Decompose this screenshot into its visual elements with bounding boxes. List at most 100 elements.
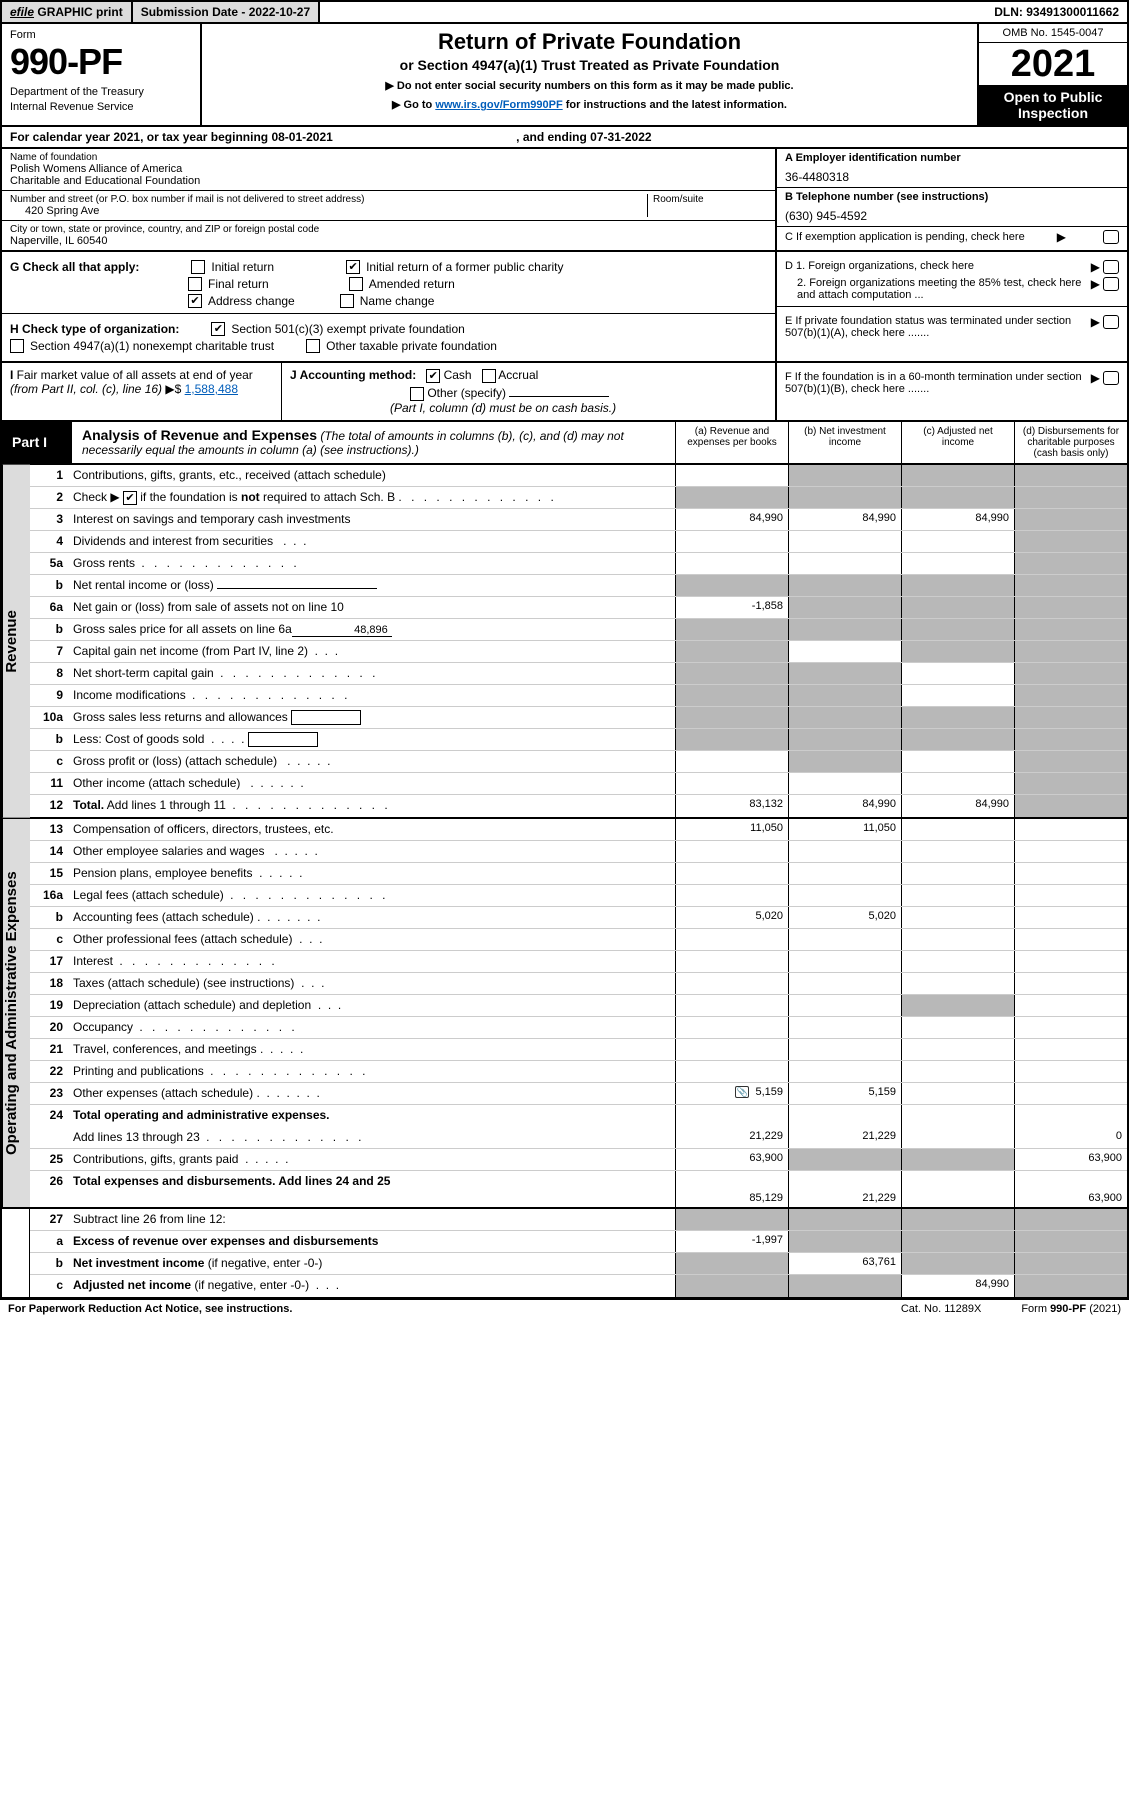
submission-date: Submission Date - 2022-10-27: [133, 2, 320, 22]
form-label: Form: [10, 29, 192, 41]
arrow-icon: ▶: [1091, 315, 1100, 329]
amended-return-cb[interactable]: [349, 277, 363, 291]
final-return-cb[interactable]: [188, 277, 202, 291]
header-right: OMB No. 1545-0047 2021 Open to Public In…: [977, 24, 1127, 125]
initial-former-cb[interactable]: [346, 260, 360, 274]
arrow-icon: ▶: [1091, 371, 1100, 385]
attachment-icon[interactable]: 📎: [735, 1086, 749, 1098]
foundation-name2: Charitable and Educational Foundation: [10, 175, 767, 187]
phone-label: B Telephone number (see instructions): [785, 191, 1119, 203]
name-label: Name of foundation: [10, 152, 767, 163]
d1-checkbox[interactable]: [1103, 260, 1119, 274]
part1-header: Part I Analysis of Revenue and Expenses …: [0, 422, 1129, 465]
d1-row: D 1. Foreign organizations, check here ▶: [785, 260, 1119, 274]
top-bar: efile GRAPHIC print Submission Date - 20…: [0, 0, 1129, 24]
part1-label: Part I: [2, 422, 72, 463]
form-url-link[interactable]: www.irs.gov/Form990PF: [435, 99, 562, 111]
arrow-icon: ▶: [1091, 260, 1100, 274]
entity-left: Name of foundation Polish Womens Allianc…: [2, 149, 777, 250]
room-label: Room/suite: [653, 194, 767, 205]
revenue-side-label: Revenue: [2, 465, 30, 818]
ssn-note: ▶ Do not enter social security numbers o…: [207, 79, 972, 92]
ein-label: A Employer identification number: [785, 152, 1119, 164]
form-ref: Form 990-PF (2021): [1021, 1303, 1121, 1315]
g-label: G Check all that apply:: [10, 260, 139, 274]
name-block: Name of foundation Polish Womens Allianc…: [2, 149, 775, 191]
ein-value: 36-4480318: [785, 170, 1119, 184]
addr-block: Number and street (or P.O. box number if…: [2, 191, 775, 221]
street-address: 420 Spring Ave: [10, 205, 647, 217]
g-d-row: G Check all that apply: Initial return I…: [0, 252, 1129, 363]
phone-value: (630) 945-4592: [785, 209, 1119, 223]
f-block: F If the foundation is in a 60-month ter…: [777, 363, 1127, 420]
efile-label: efile GRAPHIC print: [2, 2, 133, 22]
tax-year: 2021: [979, 43, 1127, 85]
form-number: 990-PF: [10, 41, 192, 83]
j-accounting-block: J Accounting method: Cash Accrual Other …: [282, 363, 777, 420]
addr-label: Number and street (or P.O. box number if…: [10, 194, 647, 205]
i-j-f-row: I Fair market value of all assets at end…: [0, 363, 1129, 422]
name-change-cb[interactable]: [340, 294, 354, 308]
omb-number: OMB No. 1545-0047: [979, 24, 1127, 43]
c-label: C If exemption application is pending, c…: [785, 231, 1025, 243]
c-checkbox[interactable]: [1103, 230, 1119, 244]
sec4947-cb[interactable]: [10, 339, 24, 353]
schb-checkbox[interactable]: [123, 491, 137, 505]
j-note: (Part I, column (d) must be on cash basi…: [290, 401, 767, 415]
phone-block: B Telephone number (see instructions) (6…: [777, 188, 1127, 227]
col-c-head: (c) Adjusted net income: [901, 422, 1014, 463]
d-e-section: D 1. Foreign organizations, check here ▶…: [777, 252, 1127, 361]
part1-desc: Analysis of Revenue and Expenses (The to…: [72, 422, 675, 463]
accrual-cb[interactable]: [482, 369, 496, 383]
c-exempt-block: C If exemption application is pending, c…: [777, 227, 1127, 247]
cash-cb[interactable]: [426, 369, 440, 383]
fmv-value: 1,588,488: [185, 382, 238, 396]
initial-return-cb[interactable]: [191, 260, 205, 274]
col-d-head: (d) Disbursements for charitable purpose…: [1014, 422, 1127, 463]
j-label: J Accounting method:: [290, 368, 416, 382]
arrow-icon: ▶: [1091, 277, 1100, 291]
h-label: H Check type of organization:: [10, 322, 179, 336]
col-a-head: (a) Revenue and expenses per books: [675, 422, 788, 463]
i-fmv-block: I Fair market value of all assets at end…: [2, 363, 282, 420]
d2-checkbox[interactable]: [1103, 277, 1119, 291]
pra-notice: For Paperwork Reduction Act Notice, see …: [8, 1303, 292, 1315]
form-header: Form 990-PF Department of the Treasury I…: [0, 24, 1129, 127]
city-label: City or town, state or province, country…: [10, 224, 767, 235]
expenses-table: Operating and Administrative Expenses 13…: [0, 819, 1129, 1209]
address-change-cb[interactable]: [188, 294, 202, 308]
col-b-head: (b) Net investment income: [788, 422, 901, 463]
g-section: G Check all that apply: Initial return I…: [2, 252, 777, 361]
page-footer: For Paperwork Reduction Act Notice, see …: [0, 1299, 1129, 1318]
city-state-zip: Naperville, IL 60540: [10, 235, 767, 247]
form-subtitle: or Section 4947(a)(1) Trust Treated as P…: [207, 57, 972, 73]
calendar-year-row: For calendar year 2021, or tax year begi…: [0, 127, 1129, 149]
entity-row: Name of foundation Polish Womens Allianc…: [0, 149, 1129, 252]
header-left: Form 990-PF Department of the Treasury I…: [2, 24, 202, 125]
foundation-name1: Polish Womens Alliance of America: [10, 163, 767, 175]
irs-label: Internal Revenue Service: [10, 101, 192, 113]
expenses-side-label: Operating and Administrative Expenses: [2, 819, 30, 1207]
cat-no: Cat. No. 11289X: [901, 1303, 982, 1315]
other-cb[interactable]: [410, 387, 424, 401]
dln: DLN: 93491300011662: [986, 2, 1127, 22]
goto-note: ▶ Go to www.irs.gov/Form990PF for instru…: [207, 98, 972, 111]
e-checkbox[interactable]: [1103, 315, 1119, 329]
form-title: Return of Private Foundation: [207, 29, 972, 55]
city-block: City or town, state or province, country…: [2, 221, 775, 250]
dept-treasury: Department of the Treasury: [10, 86, 192, 98]
revenue-table: Revenue 1Contributions, gifts, grants, e…: [0, 465, 1129, 820]
f-checkbox[interactable]: [1103, 371, 1119, 385]
entity-right: A Employer identification number 36-4480…: [777, 149, 1127, 250]
room-block: Room/suite: [647, 194, 767, 217]
ein-block: A Employer identification number 36-4480…: [777, 149, 1127, 188]
header-center: Return of Private Foundation or Section …: [202, 24, 977, 125]
efile-link[interactable]: efile: [10, 5, 34, 19]
open-inspection: Open to Public Inspection: [979, 85, 1127, 125]
other-tax-cb[interactable]: [306, 339, 320, 353]
arrow-icon: ▶: [1057, 230, 1066, 244]
line27-table: 27Subtract line 26 from line 12: aExcess…: [0, 1209, 1129, 1299]
e-row: E If private foundation status was termi…: [785, 315, 1119, 339]
sec501-cb[interactable]: [211, 322, 225, 336]
d2-row: 2. Foreign organizations meeting the 85%…: [785, 277, 1119, 301]
